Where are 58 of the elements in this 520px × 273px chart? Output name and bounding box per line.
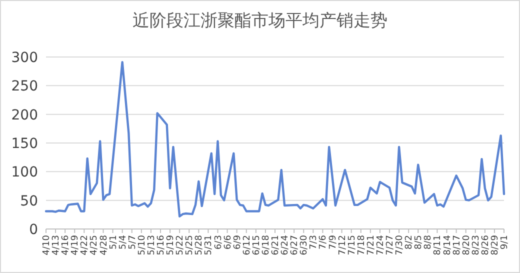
x-tick-label: 6/18 (261, 234, 272, 256)
x-tick-label: 5/25 (185, 235, 196, 256)
x-tick-label: 7/18 (356, 234, 367, 256)
x-tick-label: 8/17 (452, 235, 462, 256)
line-series (44, 61, 506, 218)
x-tick-label: 7/9 (328, 234, 338, 250)
x-tick-label: 6/12 (242, 235, 252, 256)
x-tick-label: 4/16 (61, 234, 72, 256)
x-tick-label: 4/25 (90, 235, 100, 256)
y-tick-label: 100 (11, 164, 38, 181)
x-tick-label: 5/7 (128, 235, 138, 250)
x-tick-label: 4/28 (99, 234, 110, 256)
x-tick-label: 8/8 (424, 234, 434, 250)
y-tick-label: 150 (11, 136, 38, 152)
y-tick-label: 50 (20, 193, 38, 210)
y-tick-label: 0 (29, 222, 38, 238)
x-tick-label: 5/31 (204, 235, 214, 256)
x-tick-label: 4/22 (80, 235, 90, 256)
x-tick-label: 6/24 (280, 234, 291, 256)
x-tick-label: 8/11 (433, 235, 444, 256)
chart-title: 近阶段江浙聚酯市场平均产销走势 (132, 11, 388, 31)
x-tick-label: 7/27 (386, 235, 396, 256)
x-tick-label: 8/23 (471, 235, 482, 256)
x-tick-label: 8/2 (404, 235, 415, 250)
x-tick-label: 7/3 (309, 235, 320, 250)
y-tick-label: 200 (11, 107, 38, 124)
x-tick-label: 6/3 (214, 235, 224, 250)
x-tick-label: 5/28 (194, 234, 205, 256)
x-tick-label: 7/30 (395, 234, 406, 256)
x-tick-label: 6/6 (223, 234, 234, 250)
x-tick-label: 7/12 (338, 235, 348, 256)
x-tick-label: 6/30 (300, 234, 310, 256)
x-tick-label: 4/19 (70, 234, 81, 256)
x-tick-label: 7/15 (347, 235, 358, 256)
x-tick-label: 6/9 (232, 234, 243, 250)
x-tick-label: 7/21 (366, 235, 376, 256)
x-tick-label: 7/6 (318, 234, 329, 250)
x-tick-label: 5/16 (156, 234, 166, 256)
x-tick-label: 4/13 (52, 235, 62, 256)
x-tick-label: 4/10 (42, 234, 52, 256)
x-tick-label: 6/27 (290, 235, 300, 256)
x-tick-label: 5/10 (137, 234, 148, 256)
x-tick-label: 5/13 (146, 235, 157, 256)
x-tick-label: 5/22 (176, 235, 186, 256)
x-tick-label: 8/26 (480, 234, 491, 256)
x-tick-label: 8/29 (490, 234, 500, 256)
x-tick-label: 9/1 (500, 235, 510, 250)
x-tick-label: 6/21 (271, 235, 281, 256)
x-tick-label: 8/20 (462, 234, 472, 256)
y-tick-label: 300 (11, 50, 38, 66)
x-tick-label: 6/15 (252, 235, 262, 256)
x-tick-label: 8/5 (414, 235, 424, 250)
x-tick-label: 5/1 (108, 235, 119, 250)
x-tick-label: 5/19 (166, 234, 176, 256)
y-tick-label: 250 (11, 78, 38, 95)
x-tick-label: 7/24 (376, 234, 386, 256)
x-tick-label: 5/4 (118, 234, 128, 250)
x-tick-label: 8/14 (442, 234, 453, 256)
